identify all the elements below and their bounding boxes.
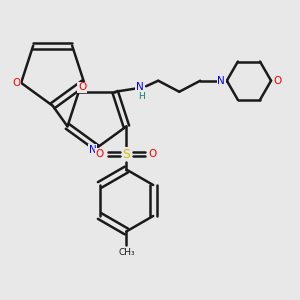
Text: N: N xyxy=(136,82,143,92)
Text: O: O xyxy=(13,78,21,88)
Text: N: N xyxy=(88,145,96,155)
Text: CH₃: CH₃ xyxy=(118,248,135,257)
Text: O: O xyxy=(274,76,282,86)
Text: O: O xyxy=(149,149,157,159)
Text: N: N xyxy=(218,76,225,86)
Text: S: S xyxy=(122,148,130,160)
Text: O: O xyxy=(96,149,104,159)
Text: O: O xyxy=(78,82,86,92)
Text: H: H xyxy=(138,92,145,101)
